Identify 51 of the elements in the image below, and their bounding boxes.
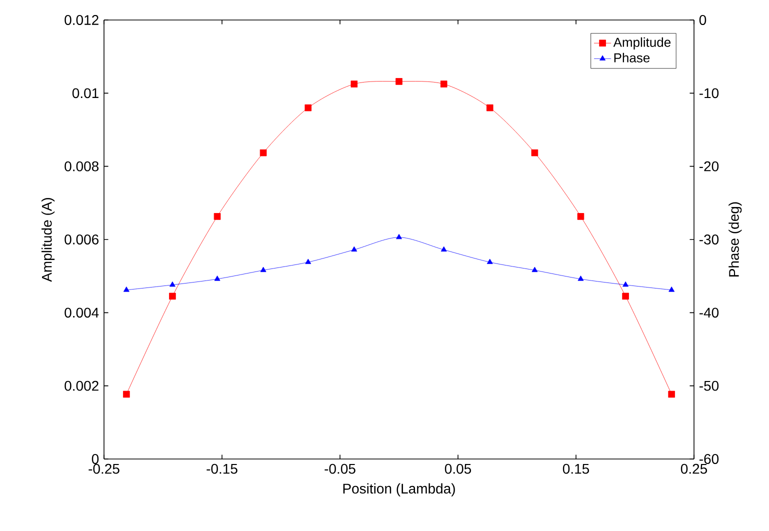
point	[305, 258, 312, 264]
y2-tick-label: 0	[699, 15, 706, 25]
y-tick-label: 0.008	[64, 161, 99, 172]
point	[622, 292, 629, 300]
point	[532, 266, 538, 272]
y2-tick-label: -20	[699, 161, 719, 172]
point	[351, 246, 358, 252]
point	[622, 281, 629, 287]
point	[486, 104, 494, 112]
point	[668, 286, 675, 292]
y-tick-label: 0	[92, 454, 99, 464]
y2-tick-label: -30	[699, 234, 719, 244]
y-tick-label: 0.004	[64, 308, 99, 318]
point	[214, 213, 221, 220]
point	[123, 390, 130, 398]
point	[169, 281, 176, 287]
legend-label: Amplitude	[613, 37, 671, 50]
x-tick-label: -0.15	[206, 464, 238, 474]
y-tick-label: 0.01	[72, 88, 98, 98]
point	[214, 276, 220, 281]
y2-tick-label: -10	[699, 88, 719, 98]
point	[169, 292, 176, 300]
x-tick-label: -0.05	[324, 464, 356, 474]
point	[486, 258, 493, 264]
y2-axis-title: Phase (deg)	[728, 202, 742, 276]
point	[396, 234, 402, 240]
y2-tick-label: -60	[699, 454, 719, 464]
point	[260, 266, 266, 272]
point	[578, 276, 584, 281]
point	[668, 390, 675, 398]
point	[396, 78, 402, 85]
point	[440, 246, 447, 252]
point	[260, 149, 267, 156]
legend-label: Phase	[614, 52, 650, 62]
y-axis-title: Amplitude (A)	[42, 198, 55, 282]
point	[123, 286, 130, 292]
x-tick-label: 0.05	[444, 464, 472, 474]
point	[440, 80, 448, 88]
point	[350, 80, 358, 88]
point	[577, 213, 584, 220]
point	[304, 104, 312, 112]
y-tick-label: 0.002	[64, 380, 98, 391]
x-tick-label: 0.15	[562, 464, 590, 474]
y2-tick-label: -40	[699, 308, 719, 318]
y-tick-label: 0.006	[64, 234, 99, 244]
x-axis-title: Position (Lambda)	[343, 483, 455, 496]
y2-tick-label: -50	[699, 380, 719, 391]
y-tick-label: 0.012	[64, 15, 98, 25]
x-tick-label: 0.25	[680, 464, 708, 474]
x-tick-label: -0.25	[88, 464, 120, 474]
point	[531, 149, 538, 156]
